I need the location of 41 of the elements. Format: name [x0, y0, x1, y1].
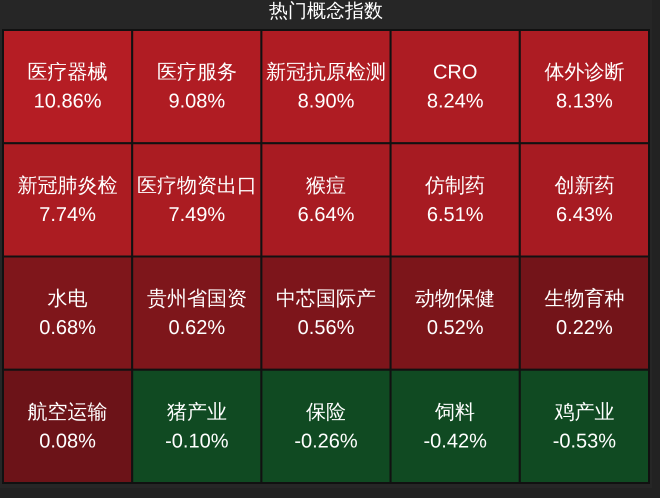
category-label: 中芯国际产: [276, 288, 376, 310]
category-label: 水电: [48, 288, 88, 310]
data-label: 7.49%: [168, 204, 226, 226]
category-label: CRO: [432, 62, 478, 84]
category-label: 体外诊断: [544, 62, 624, 84]
data-label: 8.90%: [298, 90, 355, 113]
data-label: -0.42%: [424, 430, 488, 452]
category-label: 仿制药: [424, 174, 486, 197]
data-label: 0.68%: [39, 317, 96, 340]
data-label: 6.64%: [298, 204, 355, 226]
data-label: 6.43%: [556, 204, 613, 226]
data-label: 0.56%: [298, 317, 355, 340]
data-label: -0.53%: [552, 430, 616, 452]
category-label: 医疗物资出口: [136, 174, 257, 197]
data-label: -0.26%: [294, 430, 358, 452]
category-label: 新冠肺炎检: [18, 174, 118, 197]
category-label: 鸡产业: [553, 401, 614, 424]
category-label: 饲料: [434, 401, 476, 424]
category-label: 猴痘: [306, 174, 346, 197]
text: 热门概念指数: [269, 0, 383, 22]
data-label: 9.08%: [168, 90, 226, 113]
data-label: 0.52%: [426, 317, 484, 340]
category-label: 医疗器械: [28, 62, 108, 84]
category-label: 航空运输: [28, 401, 108, 424]
category-label: 贵州省国资: [146, 288, 247, 310]
category-label: 猪产业: [166, 401, 227, 424]
category-label: 生物育种: [544, 287, 624, 310]
data-label: 8.24%: [426, 90, 484, 113]
data-label: 10.86%: [34, 90, 102, 113]
data-label: 8.13%: [556, 90, 613, 113]
data-label: -0.10%: [165, 430, 229, 452]
data-label: 0.62%: [168, 317, 226, 340]
category-label: 动物保健: [415, 288, 496, 310]
category-label: 保险: [306, 401, 346, 424]
category-label: 医疗服务: [156, 62, 237, 84]
data-label: 0.08%: [39, 430, 96, 452]
category-label: 创新药: [554, 174, 614, 197]
data-label: 6.51%: [426, 204, 484, 226]
data-label: 7.74%: [39, 204, 96, 226]
data-label: 0.22%: [556, 317, 613, 340]
category-label: 新冠抗原检测: [266, 62, 386, 84]
